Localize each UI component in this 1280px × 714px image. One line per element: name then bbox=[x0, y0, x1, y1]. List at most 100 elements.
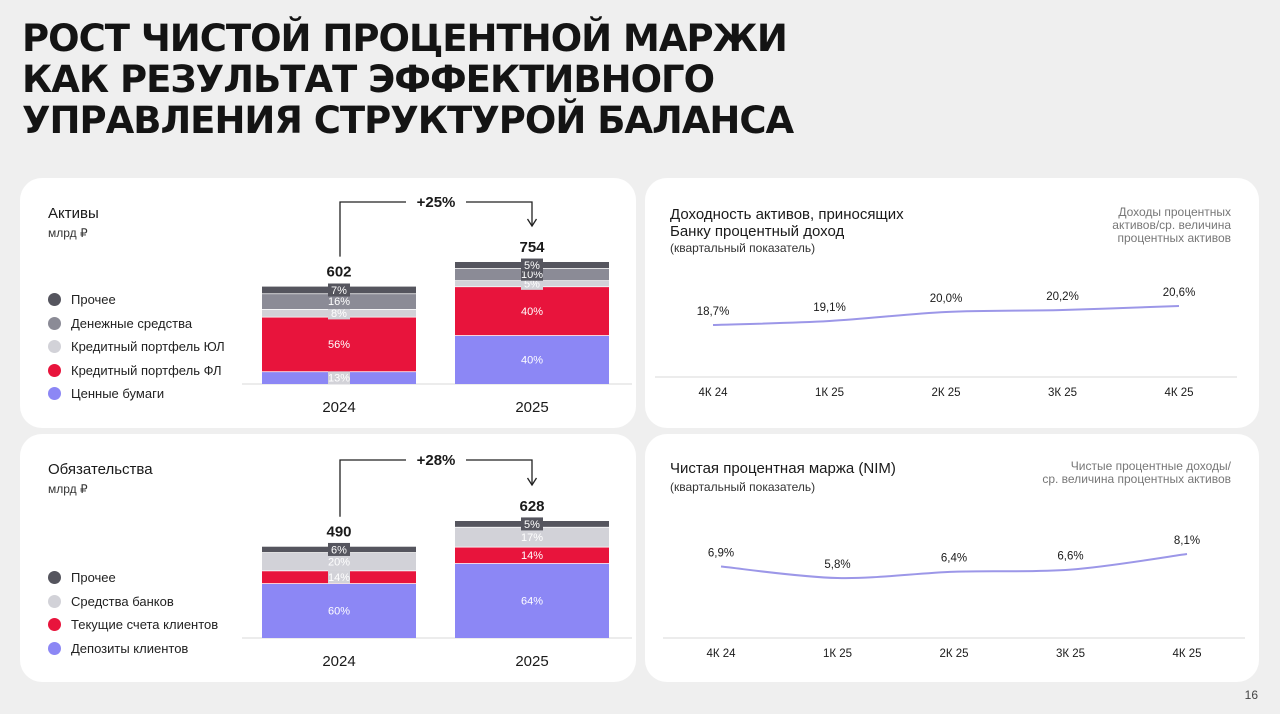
assets-title: Активы bbox=[48, 205, 99, 222]
growth-label: +25% bbox=[417, 194, 456, 211]
category-label: 2025 bbox=[515, 653, 548, 670]
bar-segment-депозиты-клиентов bbox=[455, 563, 609, 638]
yield-note: Доходы процентных активов/ср. величина п… bbox=[981, 206, 1231, 245]
legend-label: Кредитный портфель ЮЛ bbox=[71, 339, 225, 355]
data-label: 20,6% bbox=[1163, 287, 1196, 299]
data-label: 13% bbox=[328, 373, 350, 385]
nim-card: Чистая процентная маржа (NIM) (квартальн… bbox=[645, 434, 1259, 682]
data-label: 20,0% bbox=[930, 293, 963, 305]
arrow-down-icon bbox=[526, 477, 538, 487]
legend-swatch bbox=[48, 594, 61, 608]
x-tick-label: 1К 25 bbox=[823, 648, 852, 660]
arrow-down-icon bbox=[526, 218, 538, 228]
nim-note-line-1: Чистые процентные доходы/ bbox=[1070, 459, 1231, 473]
bar-segment-кредитный-портфель-фл bbox=[262, 316, 416, 372]
assets-unit: млрд ₽ bbox=[48, 226, 88, 240]
bar-segment-средства-банков bbox=[262, 552, 416, 571]
yield-title-line-1: Доходность активов, приносящих bbox=[670, 206, 904, 223]
legend-swatch bbox=[48, 387, 61, 401]
legend-swatch bbox=[48, 571, 61, 585]
page-number: 16 bbox=[1244, 688, 1258, 702]
x-tick-label: 4К 25 bbox=[1172, 648, 1201, 660]
legend-item: Ценные бумаги bbox=[48, 382, 225, 406]
legend-item: Прочее bbox=[48, 288, 225, 312]
assets-legend: Прочее Денежные средства Кредитный портфел… bbox=[48, 288, 225, 406]
data-label-box bbox=[328, 371, 350, 385]
x-tick-label: 1К 25 bbox=[815, 387, 844, 399]
yield-card: Доходность активов, приносящих Банку про… bbox=[645, 178, 1259, 428]
data-label: 5,8% bbox=[824, 559, 850, 571]
data-label: 6,6% bbox=[1057, 551, 1083, 563]
legend-item: Депозиты клиентов bbox=[48, 637, 218, 661]
page-title: РОСТ ЧИСТОЙ ПРОЦЕНТНОЙ МАРЖИ КАК РЕЗУЛЬТ… bbox=[22, 18, 1022, 141]
legend-swatch bbox=[48, 293, 61, 307]
growth-label-bg bbox=[406, 192, 466, 212]
legend-swatch bbox=[48, 340, 61, 354]
yield-subtitle: (квартальный показатель) bbox=[670, 241, 816, 255]
legend-label: Денежные средства bbox=[71, 315, 193, 331]
bar-segment-денежные-средства bbox=[262, 293, 416, 309]
liabilities-unit: млрд ₽ bbox=[48, 482, 88, 496]
legend-label: Ценные бумаги bbox=[71, 386, 165, 402]
legend-swatch bbox=[48, 363, 61, 377]
legend-item: Прочее bbox=[48, 566, 218, 590]
series-line bbox=[712, 305, 1180, 326]
data-label: 6,4% bbox=[941, 553, 967, 565]
legend-label: Депозиты клиентов bbox=[71, 640, 189, 656]
bar-segment-ценные-бумаги bbox=[455, 335, 609, 384]
data-label: 40% bbox=[521, 355, 543, 367]
bar-segment-текущие-счета-клиентов bbox=[455, 546, 609, 564]
bar-segment-средства-банков bbox=[455, 526, 609, 547]
category-label: 2024 bbox=[322, 653, 355, 670]
data-label: 40% bbox=[521, 306, 543, 318]
data-label: 5% bbox=[524, 260, 540, 272]
data-label-box bbox=[328, 542, 350, 556]
total-label: 628 bbox=[519, 498, 544, 515]
legend-item: Кредитный портфель ФЛ bbox=[48, 359, 225, 383]
data-label: 8,1% bbox=[1174, 535, 1200, 547]
x-tick-label: 2К 25 bbox=[931, 387, 960, 399]
data-label: 10% bbox=[521, 269, 543, 281]
data-label: 5% bbox=[524, 519, 540, 531]
legend-label: Прочее bbox=[71, 292, 116, 308]
nim-subtitle: (квартальный показатель) bbox=[670, 480, 816, 494]
yield-note-line-2: активов/ср. величина bbox=[1112, 218, 1231, 232]
data-label-box bbox=[328, 306, 350, 320]
total-label: 602 bbox=[326, 264, 351, 281]
data-label: 5% bbox=[524, 278, 540, 290]
data-label: 8% bbox=[331, 308, 347, 320]
growth-label: +28% bbox=[417, 452, 456, 469]
category-label: 2024 bbox=[322, 399, 355, 416]
data-label: 60% bbox=[328, 606, 350, 618]
data-label-box bbox=[328, 283, 350, 297]
nim-note-line-2: ср. величина процентных активов bbox=[1042, 472, 1231, 486]
assets-card: Активы млрд ₽ Прочее Денежные средства Кре… bbox=[20, 178, 636, 428]
nim-title: Чистая процентная маржа (NIM) bbox=[670, 460, 896, 477]
legend-swatch bbox=[48, 316, 61, 330]
data-label-box bbox=[521, 517, 543, 531]
legend-swatch bbox=[48, 641, 61, 655]
x-tick-label: 4К 25 bbox=[1164, 387, 1193, 399]
data-label: 20% bbox=[328, 556, 350, 568]
data-label: 17% bbox=[521, 532, 543, 544]
liabilities-bar-chart: 60% 14% 20%6% 490 2024 64% 14% 17%5% 628 2025 +28% bbox=[242, 450, 632, 670]
data-label: 56% bbox=[328, 339, 350, 351]
legend-item: Кредитный портфель ЮЛ bbox=[48, 335, 225, 359]
legend-item: Средства банков bbox=[48, 590, 218, 614]
yield-note-line-3: процентных активов bbox=[1117, 231, 1231, 245]
x-tick-label: 3К 25 bbox=[1056, 648, 1085, 660]
total-label: 490 bbox=[326, 524, 351, 541]
yield-line-chart: 18,7% 4К 24 19,1% 1К 25 20,0% 2К 25 20,2% 3К 25… bbox=[655, 287, 1237, 399]
legend-item: Денежные средства bbox=[48, 312, 225, 336]
legend-label: Текущие счета клиентов bbox=[71, 617, 219, 633]
data-label: 6,9% bbox=[708, 548, 734, 560]
assets-bar-chart: 13% 56% 8%16%7% 602 2024 40% 40% 5%10%5% 754 2025… bbox=[242, 192, 632, 416]
growth-label-bg bbox=[406, 450, 466, 470]
bar-segment-кредитный-портфель-фл bbox=[455, 286, 609, 336]
legend-item: Текущие счета клиентов bbox=[48, 613, 218, 637]
title-line-3: УПРАВЛЕНИЯ СТРУКТУРОЙ БАЛАНСА bbox=[22, 99, 794, 142]
total-label: 754 bbox=[519, 239, 545, 256]
legend-label: Средства банков bbox=[71, 593, 174, 609]
data-label: 18,7% bbox=[697, 306, 730, 318]
yield-title-line-2: Банку процентный доход bbox=[670, 223, 845, 240]
